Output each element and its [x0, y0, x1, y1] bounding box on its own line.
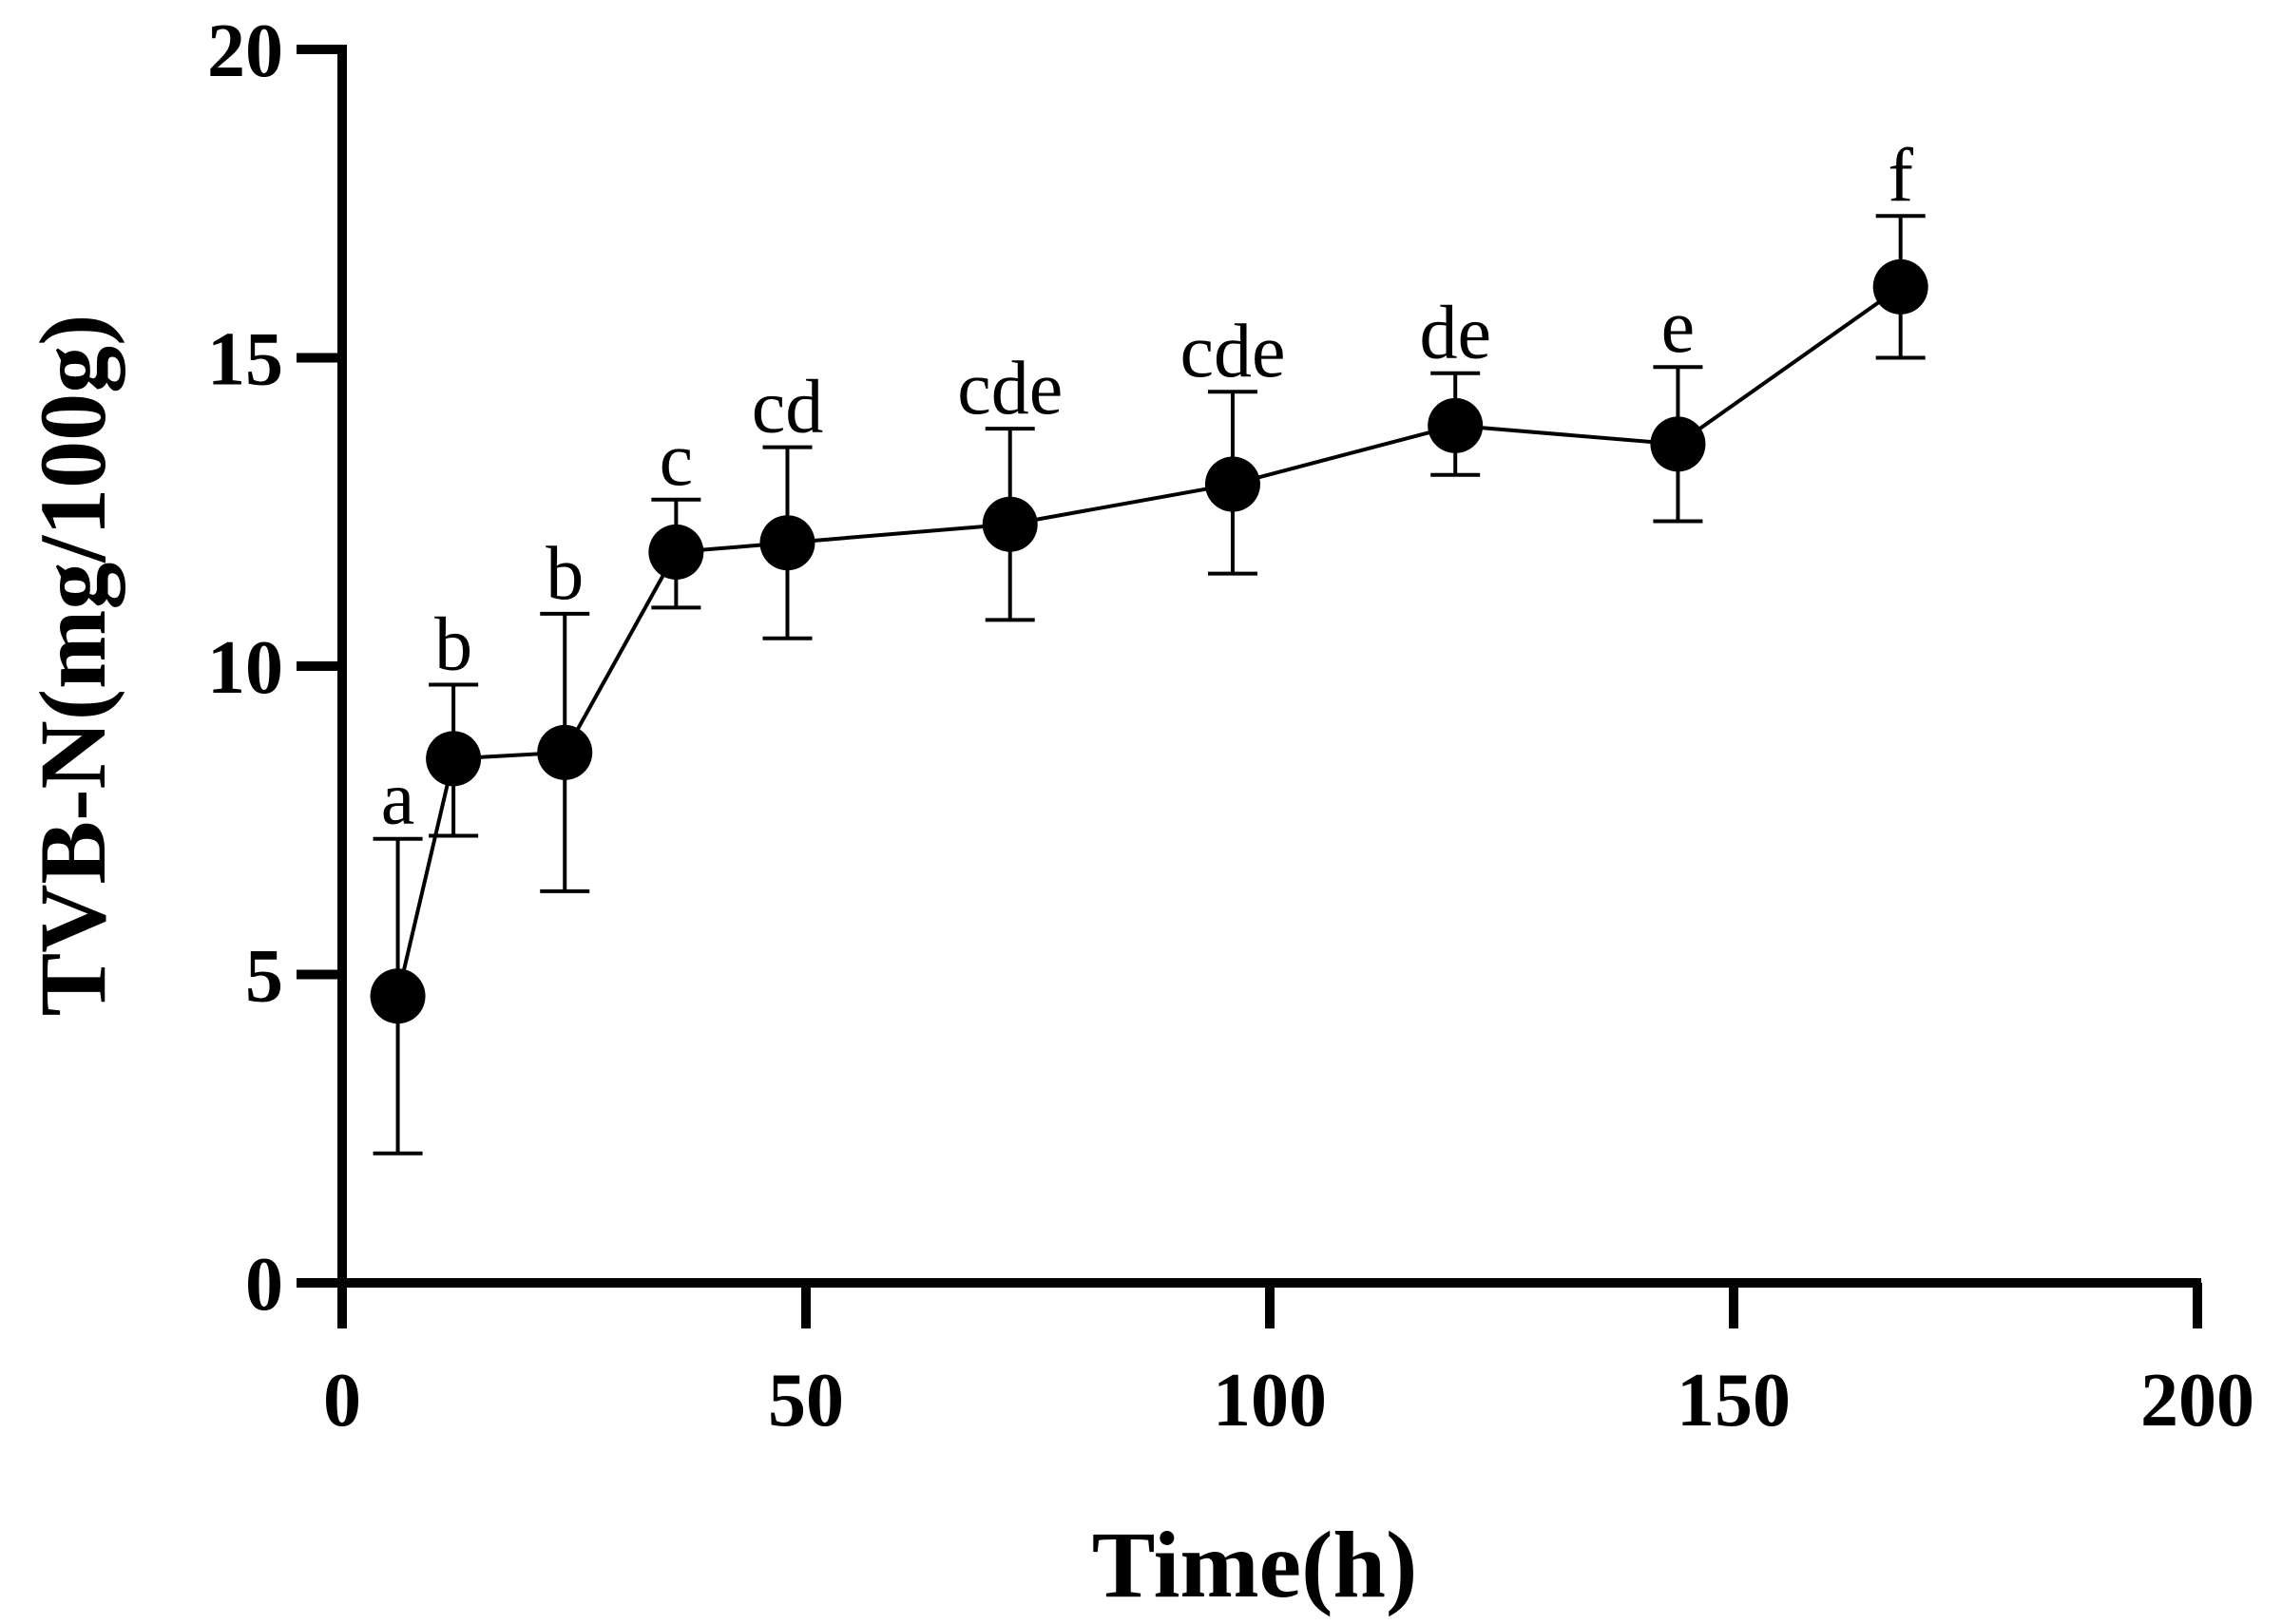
significance-label: cd	[752, 366, 824, 449]
y-axis-title: TVB-N(mg/100g)	[20, 315, 125, 1017]
y-tick-label: 10	[207, 626, 283, 710]
data-point	[982, 496, 1038, 552]
data-point	[370, 968, 426, 1024]
data-points-layer	[370, 258, 1928, 1024]
data-point	[537, 724, 593, 780]
x-tick-label: 0	[323, 1359, 361, 1442]
significance-label: cde	[957, 347, 1063, 430]
series-line-layer	[395, 285, 1902, 997]
data-point	[1650, 416, 1706, 472]
x-tick-label: 100	[1213, 1359, 1327, 1442]
data-point	[648, 524, 704, 580]
data-point	[759, 515, 815, 571]
significance-label: de	[1419, 292, 1491, 375]
data-point	[1872, 258, 1928, 315]
x-tick-label: 50	[768, 1359, 844, 1442]
y-tick-label: 20	[207, 10, 283, 93]
significance-label: c	[660, 418, 694, 502]
x-axis-title: Time(h)	[1092, 1512, 1418, 1617]
series-line	[395, 285, 1902, 997]
y-tick-label: 0	[245, 1243, 283, 1327]
x-tick-label: 200	[2140, 1359, 2254, 1442]
significance-label: b	[546, 532, 584, 616]
significance-label: a	[381, 757, 415, 841]
significance-label: e	[1661, 285, 1696, 369]
x-tick-label: 150	[1677, 1359, 1791, 1442]
significance-label: b	[434, 602, 472, 686]
data-point	[1428, 397, 1484, 453]
significance-label: f	[1888, 134, 1913, 218]
y-tick-label: 15	[207, 318, 283, 402]
data-point	[1204, 456, 1260, 512]
y-tick-label: 5	[245, 935, 283, 1019]
data-point	[426, 731, 482, 787]
significance-label: cde	[1179, 310, 1285, 393]
